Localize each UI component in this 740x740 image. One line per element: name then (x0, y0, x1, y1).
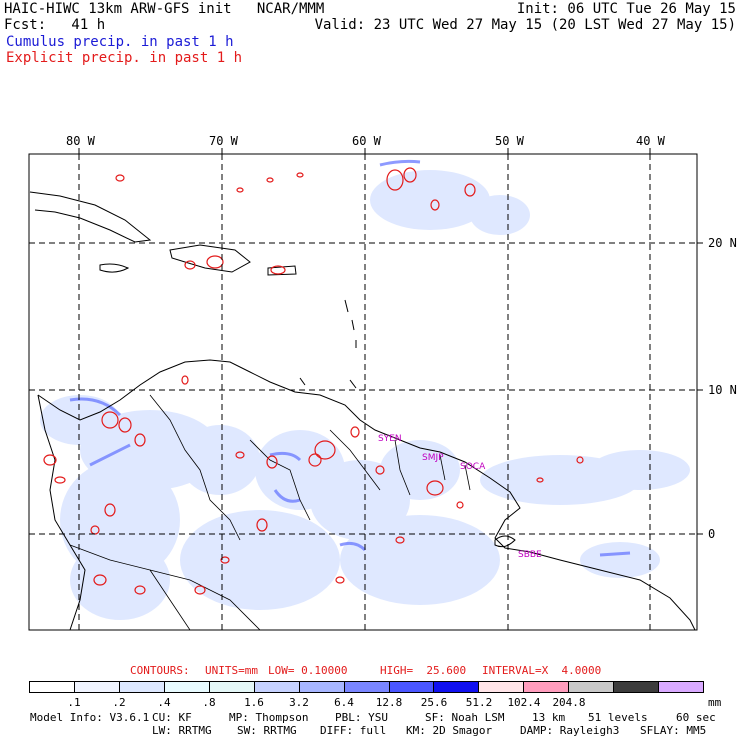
footer-line2-0: LW: RRTMG (152, 724, 212, 737)
station-label-smjp: SMJP (422, 453, 444, 463)
lat-label-20n: 20 N (708, 236, 737, 250)
lat-label-10n: 10 N (708, 383, 737, 397)
map-frame (28, 153, 698, 631)
footer-line1-4: SF: Noah LSM (425, 711, 505, 724)
footer-line1-5: 13 km (532, 711, 566, 724)
colorbar-tick-label: .2 (112, 696, 126, 709)
lon-label-70w: 70 W (209, 134, 238, 148)
footer-line2-4: DAMP: Rayleigh3 (520, 724, 620, 737)
header-forecast-hour: Fcst: 41 h (4, 17, 106, 33)
colorbar-tick-label: .1 (67, 696, 81, 709)
footer-line1-2: MP: Thompson (229, 711, 309, 724)
lon-label-80w: 80 W (66, 134, 95, 148)
colorbar-units: mm (708, 696, 722, 709)
footer-line1-1: CU: KF (152, 711, 192, 724)
colorbar-cell (30, 682, 75, 692)
colorbar-cell (209, 682, 255, 692)
legend-cumulus: Cumulus precip. in past 1 h (6, 34, 234, 50)
colorbar-cell (614, 682, 660, 692)
colorbar-cell (479, 682, 525, 692)
lon-label-40w: 40 W (636, 134, 665, 148)
lat-label-0: 0 (708, 527, 716, 541)
footer-line2-1: SW: RRTMG (237, 724, 297, 737)
colorbar-tick-label: 51.2 (465, 696, 493, 709)
colorbar-cell (164, 682, 210, 692)
station-label-soca: SOCA (460, 462, 486, 472)
footer-line1-7: 60 sec (676, 711, 716, 724)
colorbar-cell (254, 682, 300, 692)
footer-line1-3: PBL: YSU (335, 711, 388, 724)
coastlines (29, 191, 696, 630)
header-model-title: HAIC-HIWC 13km ARW-GFS init NCAR/MMM (4, 1, 325, 17)
colorbar-tick-label: 1.6 (244, 696, 264, 709)
contours-info: CONTOURS: UNITS=mm LOW= 0.10000 HIGH= 25… (0, 664, 740, 678)
map-ticks (78, 148, 703, 535)
colorbar-tick-labels: .1 .2 .4 .8 1.6 3.2 6.4 12.8 25.6 51.2 102.4 204.8 (29, 696, 704, 709)
colorbar-tick-label: .4 (157, 696, 171, 709)
colorbar-cell (299, 682, 345, 692)
lat-lon-grid (29, 154, 697, 630)
contours-interval: INTERVAL=X 4.0000 (482, 664, 602, 677)
colorbar-tick-label: .8 (202, 696, 216, 709)
header-init-time: Init: 06 UTC Tue 26 May 15 (516, 1, 736, 17)
footer-line1-0: Model Info: V3.6.1 (30, 711, 150, 724)
colorbar-tick-label: 204.8 (552, 696, 586, 709)
footer-line1-6: 51 levels (588, 711, 648, 724)
footer-line2-5: SFLAY: MM5 (640, 724, 707, 737)
colorbar-tick-label: 102.4 (507, 696, 541, 709)
contours-high: HIGH= 25.600 (380, 664, 467, 677)
footer-line2-3: KM: 2D Smagor (406, 724, 493, 737)
contours-low: LOW= 0.10000 (268, 664, 348, 677)
colorbar-tick-label: 25.6 (420, 696, 448, 709)
contours-units: UNITS=mm (205, 664, 258, 677)
explicit-precip-contours (43, 167, 584, 595)
station-label-syen: SYEN (378, 434, 402, 444)
colorbar-cell (74, 682, 120, 692)
colorbar-tick-label: 3.2 (289, 696, 309, 709)
contours-title: CONTOURS: (130, 664, 190, 677)
colorbar-cell (344, 682, 390, 692)
colorbar-cell (434, 682, 480, 692)
station-label-sbbe: SBBE (518, 550, 542, 560)
colorbar-cell (524, 682, 570, 692)
legend-explicit: Explicit precip. in past 1 h (6, 50, 243, 66)
colorbar-cell (119, 682, 165, 692)
cumulus-precip-intense (69, 159, 631, 557)
lon-label-50w: 50 W (495, 134, 524, 148)
precip-colorbar (29, 681, 704, 693)
footer-line2-2: DIFF: full (320, 724, 387, 737)
header-valid-time: Valid: 23 UTC Wed 27 May 15 (20 LST Wed … (314, 17, 736, 33)
colorbar-tick-label: 6.4 (334, 696, 354, 709)
lon-label-60w: 60 W (352, 134, 381, 148)
colorbar-tick-label: 12.8 (375, 696, 403, 709)
colorbar-cell (659, 682, 704, 692)
colorbar-cell (569, 682, 615, 692)
colorbar-cell (389, 682, 435, 692)
